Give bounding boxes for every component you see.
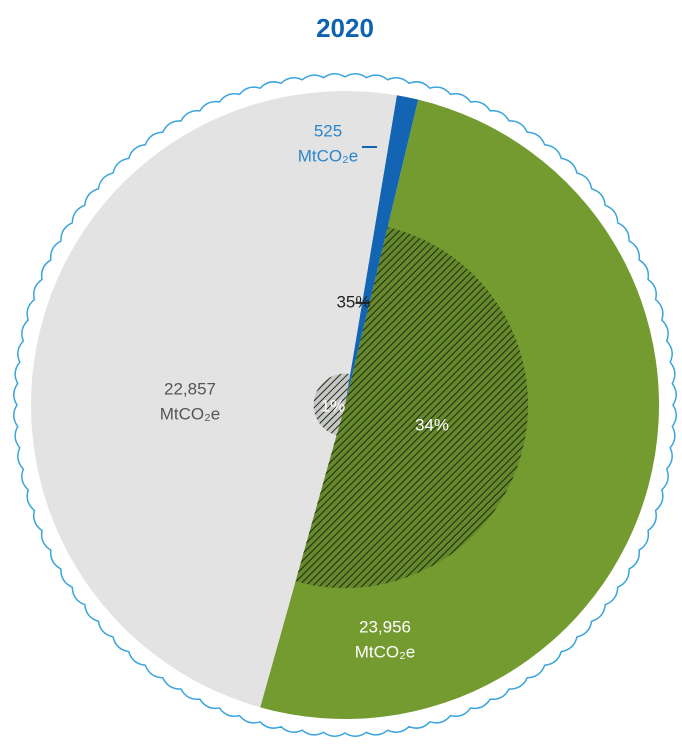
- inner-hatch: [295, 226, 529, 589]
- wavy-border: [13, 73, 677, 737]
- inner-total-label: 35%: [336, 292, 370, 311]
- inner-hatch: [313, 373, 351, 436]
- unit-label: MtCO₂e: [355, 642, 415, 661]
- pie-slice: [345, 95, 419, 405]
- inner-label: 34%: [415, 415, 449, 434]
- value-label: 22,857: [164, 379, 216, 398]
- inner-label: 1%: [321, 396, 346, 415]
- value-label: 525: [314, 121, 342, 140]
- unit-label: MtCO₂e: [298, 146, 358, 165]
- unit-label: MtCO₂e: [160, 404, 220, 423]
- chart-title: 2020: [316, 13, 374, 43]
- value-label: 23,956: [359, 617, 411, 636]
- pie-slice: [30, 90, 397, 708]
